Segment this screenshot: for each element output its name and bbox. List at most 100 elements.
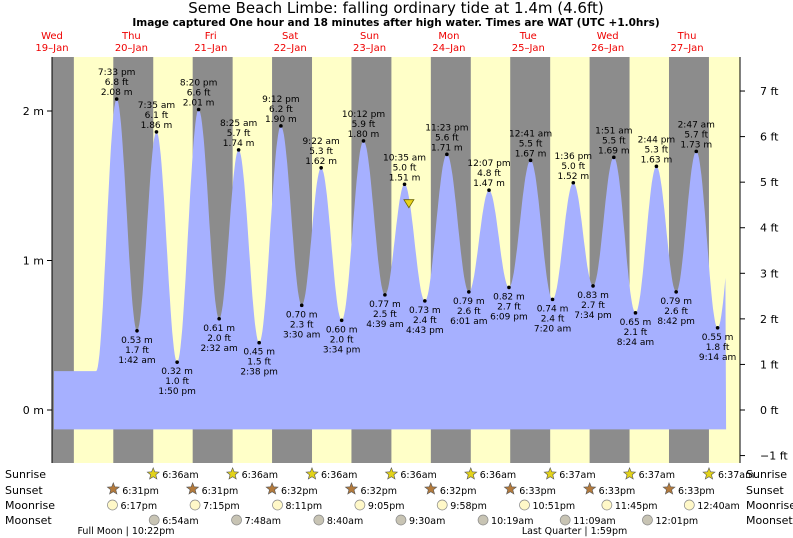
day-date-label: 26–Jan [591,43,624,54]
high-tide-time: 12:41 am [509,129,552,139]
moonrise-icon [436,499,448,511]
high-tide-metres: 1.67 m [515,149,547,159]
low-tide-metres: 0.79 m [660,297,692,307]
day-name-label: Thu [677,31,697,42]
low-tide-feet: 2.4 ft [541,314,565,324]
high-tide-feet: 5.6 ft [435,133,459,143]
sunset-time: 6:33pm [599,486,636,497]
moonset-row-label-right: Moonset [746,514,793,527]
low-tide-time: 8:42 pm [657,317,695,327]
high-tide-feet: 5.0 ft [561,162,585,172]
tide-area [54,99,727,430]
high-tide-feet: 5.7 ft [684,130,708,140]
right-tick-label: 7 ft [760,85,779,98]
sunset-time: 6:31pm [202,486,239,497]
high-tide-time: 10:12 pm [342,110,385,120]
high-tide-metres: 1.90 m [265,115,297,125]
low-tide-point [550,297,555,302]
sunrise-time: 6:36am [480,470,516,481]
day-date-label: 22–Jan [274,43,307,54]
low-tide-metres: 0.77 m [369,300,401,310]
sunrise-icon [225,466,240,480]
low-tide-time: 2:32 am [200,344,237,354]
right-tick-label: 6 ft [760,131,779,144]
high-tide-feet: 4.8 ft [477,169,501,179]
low-tide-metres: 0.82 m [493,292,525,302]
sunrise-time: 6:37am [718,470,754,481]
low-tide-point [257,340,261,345]
low-tide-time: 3:34 pm [323,345,361,355]
low-tide-feet: 1.8 ft [706,343,730,353]
night-band [52,57,74,463]
day-name-label: Wed [41,31,63,42]
sunset-time: 6:33pm [519,486,556,497]
right-tick-label: 3 ft [760,267,779,280]
sunset-icon [185,481,200,495]
low-tide-time: 1:50 pm [158,387,196,397]
astronomy-events: 6:36am 6:36am 6:36am 6:36am 6:36am 6:37am 6:37… [77,466,754,537]
low-tide-metres: 0.61 m [203,324,235,334]
day-date-label: 23–Jan [353,43,386,54]
high-tide-metres: 1.86 m [141,121,173,131]
low-tide-metres: 0.83 m [577,291,609,301]
high-tide-feet: 6.1 ft [145,111,169,121]
low-tide-metres: 0.32 m [161,367,193,377]
low-tide-feet: 2.6 ft [457,307,481,317]
high-tide-point [319,166,323,170]
high-tide-feet: 5.3 ft [645,145,669,155]
sunset-icon [106,481,120,495]
high-tide-metres: 1.51 m [389,173,421,183]
low-tide-time: 3:30 am [283,330,320,340]
tide-water-area [54,99,727,430]
sunrise-row-label-right: Sunrise [746,468,787,481]
moonrise-icon [519,499,530,511]
high-tide-point [571,180,576,185]
low-tide-metres: 0.73 m [409,306,441,316]
low-tide-point [339,318,344,323]
sunrise-time: 6:37am [559,470,595,481]
day-date-label: 19–Jan [35,43,68,54]
high-tide-feet: 5.0 ft [393,163,417,173]
low-tide-time: 7:34 pm [574,311,612,321]
day-name-label: Tue [519,31,537,42]
chart-title: Seme Beach Limbe: falling ordinary tide … [188,0,603,17]
low-tide-time: 9:14 am [699,353,736,363]
moonrise-time: 11:45pm [615,501,658,512]
high-tide-metres: 2.08 m [101,88,133,98]
current-level-marker [403,199,415,209]
moonrise-time: 9:05pm [368,501,405,512]
high-tide-point [612,155,616,160]
day-labels: Wed19–JanThu20–JanFri21–JanSat22–JanSun2… [35,31,703,54]
moonrise-icon [354,499,366,511]
high-tide-time: 7:33 pm [98,68,136,78]
moonset-time: 9:30am [409,516,445,527]
sunrise-icon [146,466,160,480]
low-tide-time: 2:38 pm [240,368,278,378]
low-tide-metres: 0.70 m [286,310,318,320]
low-tide-metres: 0.60 m [326,325,358,335]
low-tide-feet: 2.0 ft [330,335,354,345]
high-tide-feet: 5.9 ft [352,120,376,130]
moonset-icon [313,514,325,526]
moonset-icon [477,514,489,526]
high-tide-point [528,158,533,163]
high-tide-point [279,124,283,128]
moonset-icon [559,514,571,526]
moonrise-time: 12:40am [697,501,739,512]
low-tide-point [217,317,221,321]
low-tide-point [423,299,427,303]
low-tide-metres: 0.45 m [243,348,275,358]
sunset-time: 6:33pm [678,486,715,497]
high-tide-metres: 1.74 m [223,139,255,149]
low-tide-feet: 1.0 ft [165,377,189,387]
low-tide-point [507,285,511,290]
sunrise-icon [305,466,319,480]
high-tide-time: 1:36 pm [555,152,593,162]
day-date-label: 20–Jan [115,43,148,54]
high-tide-feet: 6.8 ft [105,78,129,88]
low-tide-metres: 0.65 m [620,318,652,328]
moonset-time: 11:09am [573,516,615,527]
high-tide-point [402,182,407,187]
high-tide-time: 8:25 am [220,119,257,129]
